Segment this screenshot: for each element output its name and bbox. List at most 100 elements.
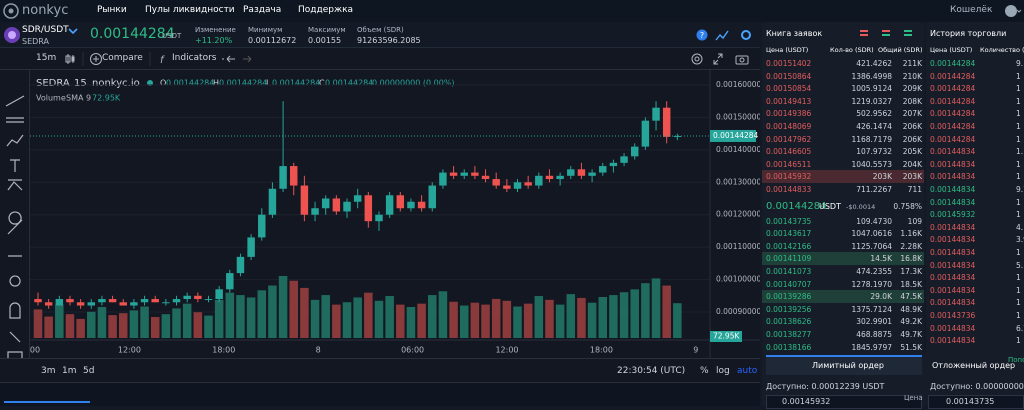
user-icon[interactable]	[1004, 3, 1022, 19]
range-button[interactable]: 1m	[62, 366, 77, 376]
trade-qty: 1.	[1016, 147, 1024, 157]
ob-price[interactable]: 0.00139286	[766, 292, 812, 302]
ob-price[interactable]: 0.00138277	[766, 330, 812, 339]
candle-body	[439, 172, 447, 186]
trade-price: 0.00144284	[930, 71, 976, 81]
order-forms: Лимитный ордер Доступно: 0.00012239 USDT…	[762, 355, 1024, 409]
trade-price: 0.00144834	[930, 248, 976, 257]
volume-bar	[545, 299, 554, 338]
nav-item[interactable]: Раздача	[243, 5, 282, 15]
toolbar-right[interactable]	[690, 52, 756, 66]
chart-footer: 22:30:54 (UTC) 3m 1m 5d% log auto	[0, 358, 760, 382]
scale-option[interactable]: auto	[737, 366, 758, 376]
candle-body	[140, 299, 149, 303]
indicators[interactable]: Indicators	[172, 53, 217, 63]
candle-body	[630, 146, 639, 157]
trade-qty: 1	[1016, 285, 1021, 295]
ob-price[interactable]: 0.00144833	[766, 185, 812, 194]
pair[interactable]: SDR/USDT	[22, 25, 69, 35]
volume-bar	[342, 302, 352, 338]
trade-price: 0.00144284	[930, 122, 976, 131]
trades-title: История торговли	[930, 29, 1007, 38]
trade-price: 0.00144834	[930, 336, 976, 346]
limit-price[interactable]: 0.00145932	[782, 397, 831, 406]
ob-price[interactable]: 0.00148069	[766, 122, 812, 131]
stat-value: 0.00112672	[248, 36, 297, 45]
volume-bar	[332, 304, 341, 338]
price-chart[interactable]: SEDRA 15 nonkyc.io Volume SMA 9 72.95K O…	[30, 70, 760, 358]
ob-price[interactable]: 0.00146605	[766, 147, 812, 157]
ob-price[interactable]: 0.00143617	[766, 229, 812, 239]
nav-item[interactable]: Рынки	[97, 5, 127, 15]
candle-body	[492, 179, 500, 186]
last-price-tag	[710, 129, 756, 142]
wallet-link[interactable]: Кошелёк	[950, 5, 993, 15]
ob-price[interactable]: 0.00138626	[766, 317, 812, 327]
ob-price[interactable]: 0.00141109	[766, 254, 812, 264]
dropdown-icon[interactable]	[68, 27, 78, 35]
candle-body	[247, 237, 255, 257]
candle-body	[375, 214, 383, 222]
candle-body	[567, 169, 575, 176]
candle-body	[673, 135, 682, 137]
stop-more: Попо	[1008, 356, 1024, 364]
candle-body	[396, 195, 405, 209]
orderbook-title: Книга заявок	[766, 29, 823, 38]
scale-option[interactable]: log	[716, 366, 730, 376]
ob-price[interactable]: 0.00149413	[766, 96, 812, 106]
nav-item[interactable]: Пулы ликвидности	[145, 5, 235, 15]
ob-price[interactable]: 0.00138166	[766, 342, 812, 352]
candle-body	[535, 175, 543, 186]
ob-price[interactable]: 0.00143735	[766, 216, 812, 226]
candle-body	[662, 107, 671, 137]
ob-price[interactable]: 0.00150854	[766, 84, 812, 94]
ob-price[interactable]: 0.00147962	[766, 134, 812, 144]
ob-total: 208K	[902, 96, 922, 106]
ob-price[interactable]: 0.00142166	[766, 241, 812, 251]
book-view-toggles[interactable]	[858, 29, 922, 39]
stop-price[interactable]: 0.00143735	[946, 397, 995, 406]
ob-price[interactable]: 0.00141073	[766, 267, 812, 276]
price-tick-label: 0.00100000	[716, 275, 760, 284]
undo-redo[interactable]	[225, 53, 255, 65]
stop-tab-label[interactable]: Отложенный ордер	[932, 361, 1016, 370]
trade-price: 0.00144284	[930, 84, 976, 94]
ob-price[interactable]: 0.00145932	[766, 172, 812, 182]
range-button[interactable]: 3m	[41, 366, 56, 376]
logo[interactable]: nonkyc	[22, 3, 69, 18]
clock: 22:30:54 (UTC)	[617, 366, 686, 376]
tool-icons[interactable]	[0, 67, 30, 406]
ob-price[interactable]: 0.00149386	[766, 109, 812, 119]
ohlc-key: H	[213, 79, 219, 88]
ob-price[interactable]: 0.00139256	[766, 304, 812, 314]
time-label: 8	[316, 346, 321, 355]
nav-item[interactable]: Поддержка	[298, 5, 354, 15]
limit-tab[interactable]	[766, 355, 922, 375]
price-tick-label: 0.00160000	[716, 80, 760, 89]
chart-icons[interactable]: ?	[696, 28, 756, 42]
range-button[interactable]: 5d	[83, 366, 95, 376]
candle-body	[300, 185, 309, 215]
interval[interactable]: 15m	[36, 53, 57, 63]
trade-qty: 4.	[1016, 222, 1024, 232]
scale-option[interactable]: %	[700, 366, 709, 376]
compare[interactable]: Compare	[102, 53, 143, 63]
ob-qty: 14.5K	[870, 254, 892, 264]
stat-value: 0.00155	[308, 36, 342, 45]
ohlc-value: 0.00144284	[166, 79, 214, 88]
volume-bar	[428, 295, 437, 338]
candle-body	[311, 208, 319, 215]
volume-bar	[44, 316, 53, 338]
ob-price[interactable]: 0.00150864	[766, 71, 812, 81]
limit-tab-label[interactable]: Лимитный ордер	[812, 361, 884, 370]
ob-qty: 203K	[872, 172, 892, 182]
ob-qty: 468.8875	[856, 330, 892, 339]
stat-value: 91263596.2085	[357, 36, 421, 45]
ob-price[interactable]: 0.00140707	[766, 279, 812, 289]
candle-body	[130, 302, 138, 306]
candle-body	[290, 166, 298, 186]
trade-price: 0.00144834	[930, 159, 976, 169]
ob-qty: 1040.5573	[851, 159, 892, 169]
ob-price[interactable]: 0.00151402	[766, 59, 812, 68]
ob-price[interactable]: 0.00146511	[766, 159, 812, 169]
